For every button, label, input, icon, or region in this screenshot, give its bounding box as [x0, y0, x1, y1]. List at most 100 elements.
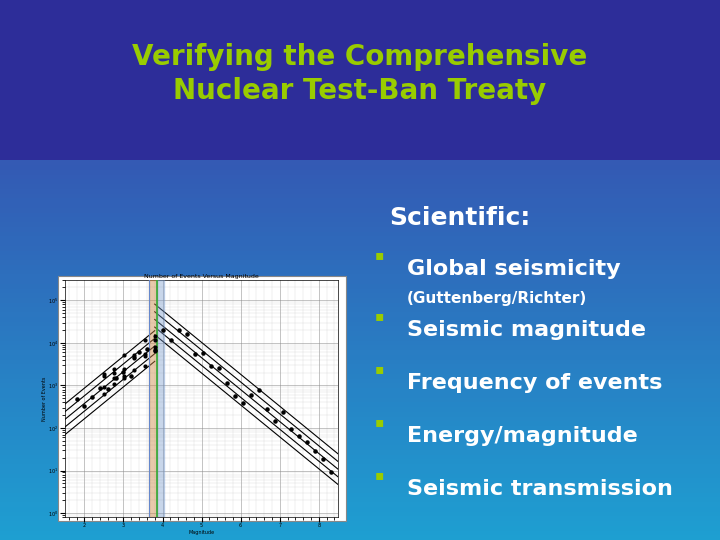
Title: Number of Events Versus Magnitude: Number of Events Versus Magnitude	[144, 274, 259, 279]
Bar	[0, 274, 720, 279]
Point	[139, 352, 150, 360]
Point	[108, 364, 120, 373]
Point	[133, 348, 145, 356]
Bar	[0, 374, 720, 379]
Point	[221, 379, 233, 387]
Point	[229, 391, 240, 400]
Point	[285, 424, 297, 433]
Bar	[0, 497, 720, 502]
Bar	[0, 492, 720, 497]
Bar	[0, 232, 720, 237]
Point	[325, 468, 336, 477]
Point	[139, 361, 150, 370]
Text: ▪: ▪	[374, 362, 384, 376]
Bar	[0, 246, 720, 251]
Point	[237, 399, 248, 407]
Point	[94, 384, 106, 393]
Bar	[0, 478, 720, 483]
Text: ▪: ▪	[374, 248, 384, 262]
Text: Seismic transmission: Seismic transmission	[407, 480, 672, 500]
Point	[129, 366, 140, 374]
Bar	[0, 341, 720, 346]
Bar	[0, 336, 720, 341]
Bar	[0, 507, 720, 511]
Point	[141, 345, 153, 353]
Bar	[0, 397, 720, 402]
Bar	[0, 417, 720, 421]
Point	[261, 405, 272, 414]
Bar	[0, 298, 720, 303]
Bar	[0, 535, 720, 540]
Bar	[0, 483, 720, 488]
Point	[98, 370, 109, 379]
Bar	[0, 346, 720, 350]
Point	[204, 362, 216, 370]
Point	[98, 372, 109, 381]
Bar	[0, 251, 720, 255]
Bar	[0, 450, 720, 455]
Bar	[0, 312, 720, 317]
Point	[189, 350, 200, 359]
Bar	[0, 426, 720, 431]
Point	[119, 350, 130, 359]
Point	[117, 367, 129, 376]
Point	[181, 330, 192, 339]
Bar	[0, 198, 720, 203]
Point	[276, 407, 288, 416]
Bar	[0, 431, 720, 436]
FancyBboxPatch shape	[58, 276, 346, 521]
Bar	[0, 379, 720, 383]
Bar	[0, 174, 720, 179]
Point	[301, 437, 312, 446]
Bar	[0, 355, 720, 360]
Bar	[0, 440, 720, 445]
Point	[108, 369, 120, 377]
Point	[108, 380, 120, 388]
Text: ▪: ▪	[374, 415, 384, 429]
Point	[102, 385, 114, 394]
Point	[108, 374, 120, 383]
Bar	[0, 227, 720, 232]
Bar	[0, 203, 720, 208]
Bar	[0, 165, 720, 170]
Point	[213, 363, 225, 372]
Bar	[0, 293, 720, 298]
Bar	[0, 217, 720, 222]
Bar	[0, 464, 720, 469]
Bar	[0, 213, 720, 217]
Bar	[0, 260, 720, 265]
Point	[293, 432, 305, 441]
Bar	[0, 460, 720, 464]
Point	[110, 374, 122, 382]
Bar	[0, 402, 720, 407]
Bar	[0, 502, 720, 507]
Bar	[0, 179, 720, 184]
Bar	[0, 269, 720, 274]
Point	[197, 349, 208, 357]
Point	[157, 326, 168, 334]
Point	[125, 372, 137, 381]
Bar	[0, 526, 720, 530]
Bar	[0, 421, 720, 426]
Point	[98, 390, 109, 399]
Point	[78, 402, 90, 411]
Bar	[0, 412, 720, 417]
Point	[165, 336, 176, 345]
Bar	[0, 436, 720, 440]
Bar	[0, 284, 720, 288]
Bar	[0, 516, 720, 521]
Bar	[0, 189, 720, 194]
X-axis label: Magnitude: Magnitude	[189, 530, 215, 535]
Point	[149, 346, 161, 355]
Bar	[0, 317, 720, 322]
Point	[253, 386, 264, 394]
Point	[129, 351, 140, 360]
Text: Energy/magnitude: Energy/magnitude	[407, 426, 637, 446]
Bar	[0, 488, 720, 492]
Bar	[0, 307, 720, 312]
Point	[317, 454, 328, 463]
Point	[149, 346, 161, 354]
Bar	[0, 469, 720, 474]
Bar	[0, 407, 720, 412]
Point	[119, 365, 130, 374]
